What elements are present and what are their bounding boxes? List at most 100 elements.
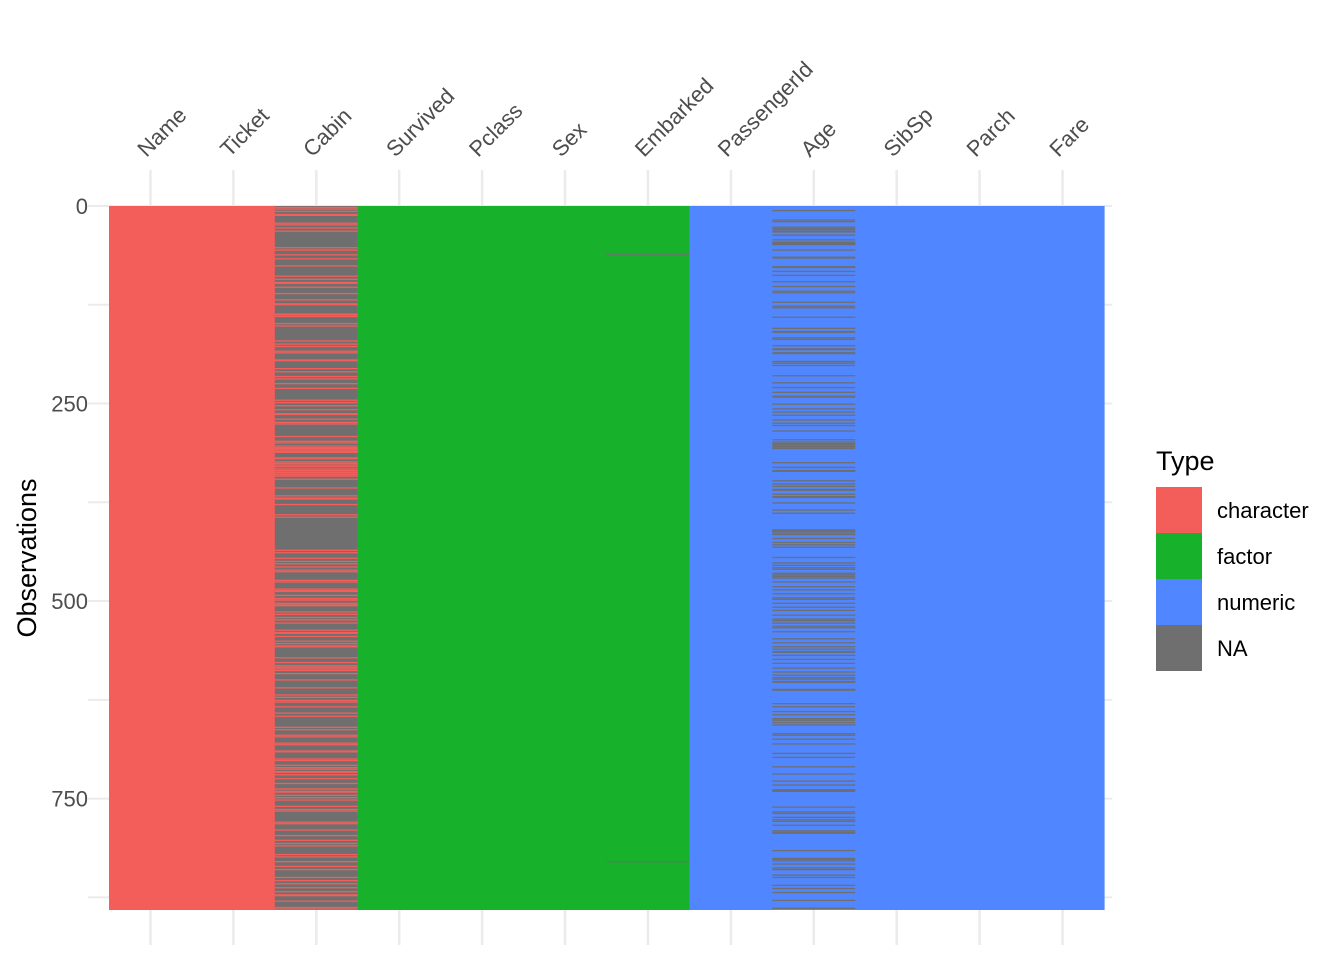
- na-mark-age: [772, 733, 856, 735]
- present-mark-cabin: [274, 642, 358, 645]
- present-mark-cabin: [274, 839, 358, 841]
- na-mark-age: [772, 702, 856, 705]
- present-mark-cabin: [274, 759, 358, 762]
- na-mark-age: [772, 874, 856, 876]
- na-mark-age: [772, 529, 856, 532]
- na-mark-age: [772, 305, 856, 307]
- na-mark-age: [772, 648, 856, 650]
- na-mark-age: [772, 257, 856, 259]
- na-mark-age: [772, 789, 856, 792]
- na-mark-age: [772, 382, 856, 384]
- na-mark-age: [772, 710, 856, 713]
- na-mark-age: [772, 230, 856, 232]
- present-mark-cabin: [274, 778, 358, 780]
- present-mark-cabin: [274, 646, 358, 648]
- x-tick-label: Survived: [381, 83, 459, 161]
- present-mark-cabin: [274, 465, 358, 468]
- column-tile-fare: [1021, 206, 1105, 910]
- present-mark-cabin: [274, 313, 358, 315]
- na-mark-age: [772, 495, 856, 498]
- na-mark-age: [772, 331, 856, 333]
- present-mark-cabin: [274, 894, 358, 897]
- na-mark-age: [772, 348, 856, 350]
- na-mark-age: [772, 544, 856, 546]
- present-mark-cabin: [274, 210, 358, 213]
- na-mark-age: [772, 362, 856, 364]
- present-mark-cabin: [274, 375, 358, 378]
- present-mark-cabin: [274, 894, 358, 896]
- na-mark-age: [772, 281, 856, 283]
- present-mark-cabin: [274, 227, 358, 229]
- na-mark-age: [772, 593, 856, 595]
- na-mark-age: [772, 706, 856, 708]
- na-mark-age: [772, 609, 856, 612]
- present-mark-cabin: [274, 458, 358, 460]
- present-mark-cabin: [274, 399, 358, 401]
- present-mark-cabin: [274, 471, 358, 473]
- present-mark-cabin: [274, 378, 358, 380]
- na-mark-age: [772, 884, 856, 887]
- na-mark-age: [772, 858, 856, 860]
- present-mark-cabin: [274, 791, 358, 793]
- na-mark-age: [772, 290, 856, 292]
- na-mark-age: [772, 352, 856, 355]
- na-mark-age: [772, 533, 856, 536]
- x-tick-label: Name: [132, 102, 191, 161]
- na-mark-age: [772, 228, 856, 231]
- present-mark-cabin: [274, 249, 358, 251]
- na-mark-age: [772, 899, 856, 902]
- present-mark-cabin: [274, 497, 358, 499]
- present-mark-cabin: [274, 906, 358, 909]
- present-mark-cabin: [274, 821, 358, 823]
- present-mark-cabin: [274, 744, 358, 746]
- present-mark-cabin: [274, 883, 358, 885]
- x-tick-label: Sex: [547, 117, 591, 161]
- present-mark-cabin: [274, 292, 358, 295]
- na-mark-age: [772, 256, 856, 258]
- present-mark-cabin: [274, 495, 358, 497]
- na-mark-age: [772, 830, 856, 832]
- present-mark-cabin: [274, 382, 358, 385]
- x-tick-label: Embarked: [630, 73, 719, 162]
- legend-swatch: [1156, 579, 1202, 625]
- na-mark-age: [772, 620, 856, 622]
- present-mark-cabin: [274, 805, 358, 808]
- na-mark-age: [772, 386, 856, 389]
- present-mark-cabin: [274, 571, 358, 573]
- present-mark-cabin: [274, 706, 358, 708]
- na-mark-age: [772, 734, 856, 736]
- na-mark-age: [772, 445, 856, 447]
- present-mark-cabin: [274, 448, 358, 450]
- present-mark-cabin: [274, 712, 358, 714]
- present-mark-cabin: [274, 622, 358, 624]
- na-mark-age: [772, 285, 856, 288]
- present-mark-cabin: [274, 823, 358, 825]
- na-mark-age: [772, 646, 856, 648]
- na-mark-age: [772, 447, 856, 450]
- na-mark-age: [772, 395, 856, 397]
- x-tick-label: SibSp: [879, 102, 938, 161]
- present-mark-cabin: [274, 879, 358, 882]
- na-mark-age: [772, 832, 856, 834]
- na-mark-age: [772, 654, 856, 657]
- na-mark-age: [772, 714, 856, 716]
- x-tick-label: Pclass: [464, 98, 527, 161]
- na-mark-age: [772, 614, 856, 616]
- na-mark-age: [772, 625, 856, 627]
- na-mark-age: [772, 678, 856, 680]
- present-mark-cabin: [274, 611, 358, 613]
- na-mark-age: [772, 789, 856, 791]
- present-mark-cabin: [274, 629, 358, 631]
- present-mark-cabin: [274, 281, 358, 284]
- na-mark-age: [772, 396, 856, 398]
- na-mark-age: [772, 242, 856, 244]
- na-mark-age: [772, 349, 856, 351]
- present-mark-cabin: [274, 797, 358, 799]
- present-mark-cabin: [274, 861, 358, 863]
- present-mark-cabin: [274, 464, 358, 466]
- present-mark-cabin: [274, 742, 358, 744]
- na-mark-age: [772, 228, 856, 230]
- na-mark-age: [772, 857, 856, 860]
- present-mark-cabin: [274, 569, 358, 571]
- present-mark-cabin: [274, 445, 358, 447]
